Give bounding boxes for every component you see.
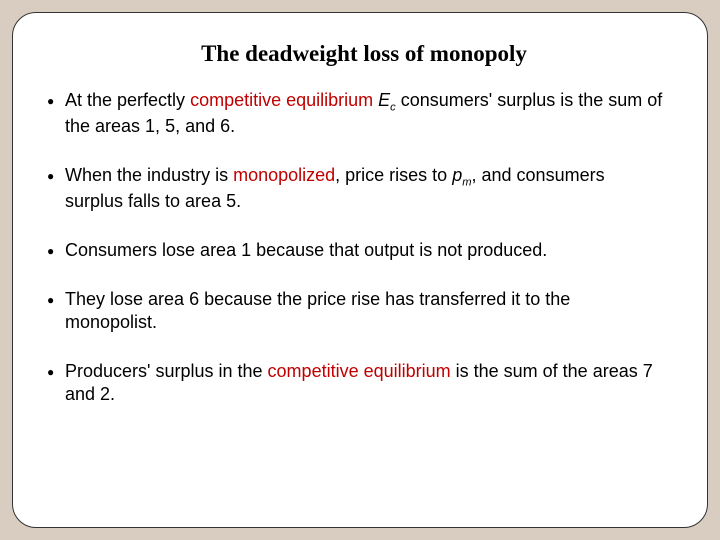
slide-title: The deadweight loss of monopoly: [61, 41, 667, 67]
highlight-text: competitive equilibrium: [268, 361, 451, 381]
bullet-text: When the industry is: [65, 165, 233, 185]
bullet-text: , price rises to: [335, 165, 452, 185]
subscript: m: [462, 176, 471, 188]
bullet-item: Producers' surplus in the competitive eq…: [61, 360, 667, 406]
bullet-text: Producers' surplus in the: [65, 361, 268, 381]
bullet-item: When the industry is monopolized, price …: [61, 164, 667, 213]
highlight-text: competitive equilibrium: [190, 90, 378, 110]
bullet-text: Consumers lose area 1 because that outpu…: [65, 240, 547, 260]
highlight-text: monopolized: [233, 165, 335, 185]
bullet-text: At the perfectly: [65, 90, 190, 110]
variable-symbol: E: [378, 90, 390, 110]
bullet-item: They lose area 6 because the price rise …: [61, 288, 667, 334]
slide-card: The deadweight loss of monopoly At the p…: [12, 12, 708, 528]
bullet-text: They lose area 6 because the price rise …: [65, 289, 570, 332]
variable-symbol: p: [452, 165, 462, 185]
bullet-list: At the perfectly competitive equilibrium…: [61, 89, 667, 406]
bullet-item: Consumers lose area 1 because that outpu…: [61, 239, 667, 262]
bullet-item: At the perfectly competitive equilibrium…: [61, 89, 667, 138]
